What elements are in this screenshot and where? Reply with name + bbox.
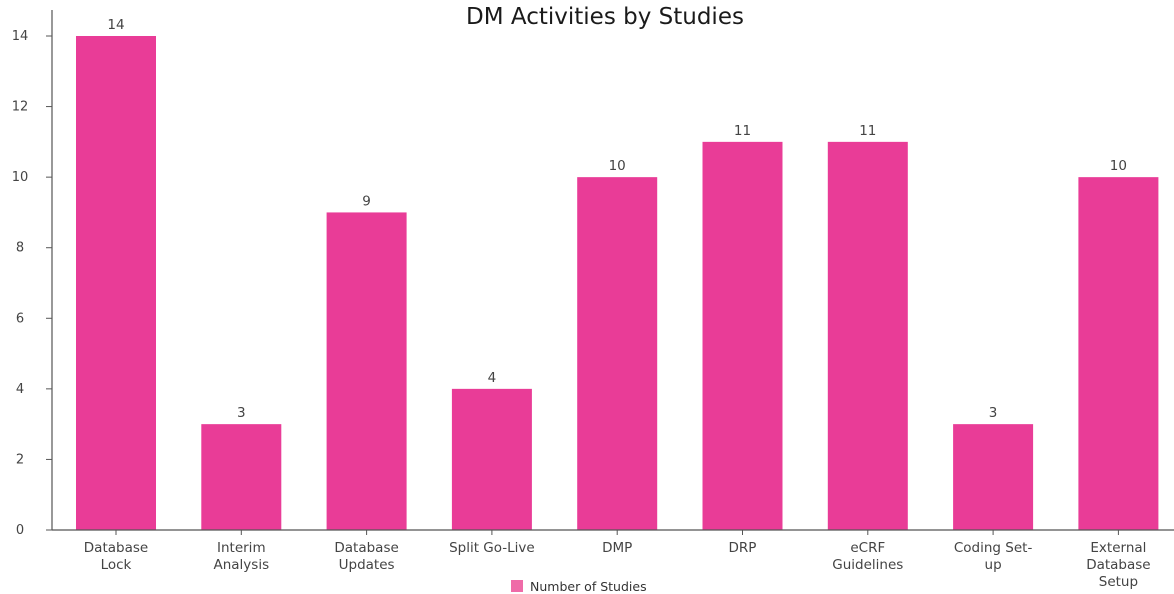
y-axis: 0 2 4 6 8 10 12 14 <box>12 10 53 538</box>
x-tick-label: Split Go-Live <box>449 540 535 556</box>
bar <box>827 141 908 530</box>
bar-value-label: 14 <box>107 17 124 33</box>
bar-value-label: 11 <box>859 123 876 139</box>
legend-swatch <box>511 580 523 592</box>
x-tick-label-line: eCRF <box>850 540 885 556</box>
x-tick-label-line: Interim <box>217 540 266 556</box>
y-tick-label: 2 <box>16 452 24 467</box>
bar-value-label: 11 <box>734 123 751 139</box>
y-tick-label: 4 <box>16 382 24 397</box>
legend-label: Number of Studies <box>530 579 647 594</box>
x-tick-label-line: Updates <box>339 557 395 573</box>
y-tick-label: 10 <box>12 170 29 185</box>
x-tick-label-line: Lock <box>101 557 132 573</box>
x-tick-label: Coding Set-up <box>954 540 1033 573</box>
bar <box>953 424 1034 530</box>
x-tick-label-line: Setup <box>1099 574 1138 590</box>
x-tick-label-line: Database <box>1086 557 1150 573</box>
bar-value-label: 9 <box>362 193 371 209</box>
bar-value-label: 3 <box>989 405 998 421</box>
x-tick-label-line: DMP <box>602 540 632 556</box>
bar-value-label: 10 <box>1110 158 1127 174</box>
x-tick-label: External Database Setup <box>1086 540 1150 590</box>
chart-title: DM Activities by Studies <box>466 4 744 30</box>
bar-value-label: 10 <box>609 158 626 174</box>
x-tick-label-line: Coding Set- <box>954 540 1033 556</box>
x-tick-label: DRP <box>729 540 757 556</box>
y-tick-label: 8 <box>16 241 24 256</box>
x-tick-label-line: Split Go-Live <box>449 540 535 556</box>
x-tick-label-line: Database <box>84 540 148 556</box>
bar <box>76 36 156 530</box>
legend: Number of Studies <box>511 579 647 594</box>
y-tick-label: 12 <box>12 100 29 115</box>
bar <box>577 177 658 530</box>
x-tick-label: Database Updates <box>334 540 398 573</box>
x-tick-label-line: up <box>985 557 1002 573</box>
x-tick-label: eCRF Guidelines <box>832 540 903 573</box>
x-tick-label-line: Database <box>334 540 398 556</box>
x-tick-label-line: Guidelines <box>832 557 903 573</box>
x-tick-label-line: External <box>1090 540 1146 556</box>
bar-value-label: 4 <box>488 370 497 386</box>
bar <box>702 141 783 530</box>
bar <box>201 424 282 530</box>
bars: 14 3 9 4 10 11 11 3 10 <box>76 17 1159 530</box>
bar-value-label: 3 <box>237 405 246 421</box>
bar <box>1078 177 1159 530</box>
y-tick-label: 6 <box>16 311 24 326</box>
y-tick-label: 0 <box>16 523 24 538</box>
bar <box>326 212 407 530</box>
y-tick-label: 14 <box>12 29 29 44</box>
bar <box>451 388 532 530</box>
x-tick-label: Interim Analysis <box>213 540 269 573</box>
x-tick-label: DMP <box>602 540 632 556</box>
x-tick-label-line: DRP <box>729 540 757 556</box>
x-tick-label-line: Analysis <box>213 557 269 573</box>
x-tick-label: Database Lock <box>84 540 148 573</box>
